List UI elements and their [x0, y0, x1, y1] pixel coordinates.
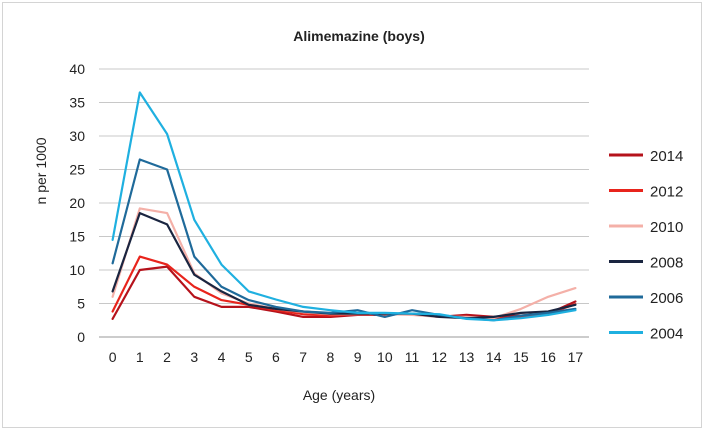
x-tick-label: 13 [459, 349, 475, 365]
y-tick-label: 35 [69, 95, 85, 111]
y-axis-label: n per 1000 [33, 137, 49, 204]
y-tick-label: 5 [77, 296, 85, 312]
x-tick-label: 3 [190, 349, 198, 365]
x-tick-label: 16 [540, 349, 556, 365]
x-tick-label: 14 [486, 349, 502, 365]
y-tick-label: 10 [69, 262, 85, 278]
x-axis-label: Age (years) [303, 387, 375, 403]
x-tick-label: 10 [377, 349, 393, 365]
series-lines [111, 91, 577, 322]
x-tick-label: 4 [218, 349, 226, 365]
legend: 2014 2012 2010 2008 2006 2004 [609, 148, 683, 343]
series-line-2010 [111, 207, 577, 320]
x-tick-label: 7 [299, 349, 307, 365]
y-tick-label: 15 [69, 229, 85, 245]
y-tick-label: 30 [69, 128, 85, 144]
x-tick-label: 15 [513, 349, 529, 365]
y-tick-labels: 0 5 10 15 20 25 30 35 40 [69, 61, 85, 345]
x-tick-label: 17 [568, 349, 584, 365]
x-tick-label: 1 [136, 349, 144, 365]
x-tick-label: 2 [163, 349, 171, 365]
x-tick-label: 11 [405, 349, 420, 365]
x-tick-labels: 0 1 2 3 4 5 6 7 8 9 10 11 12 13 14 15 16 17 [109, 349, 584, 365]
x-tick-label: 9 [354, 349, 362, 365]
x-tick-label: 6 [272, 349, 280, 365]
series-line-2012 [111, 255, 577, 320]
x-tick-label: 0 [109, 349, 117, 365]
x-tick-label: 8 [326, 349, 334, 365]
legend-label-2010: 2010 [650, 219, 683, 236]
y-tick-label: 40 [69, 61, 85, 77]
x-tick-label: 5 [245, 349, 253, 365]
legend-label-2008: 2008 [650, 255, 683, 272]
y-tick-label: 20 [69, 195, 85, 211]
series-line-2008 [111, 212, 577, 320]
y-tick-label: 0 [77, 329, 85, 345]
legend-label-2004: 2004 [650, 326, 683, 343]
legend-label-2006: 2006 [650, 290, 683, 307]
legend-label-2014: 2014 [650, 148, 683, 165]
y-tick-label: 25 [69, 162, 85, 178]
x-tick-label: 12 [431, 349, 447, 365]
chart-title: Alimemazine (boys) [293, 28, 424, 44]
series-line-2004 [111, 91, 577, 322]
legend-label-2012: 2012 [650, 184, 683, 201]
gridlines [99, 68, 589, 338]
